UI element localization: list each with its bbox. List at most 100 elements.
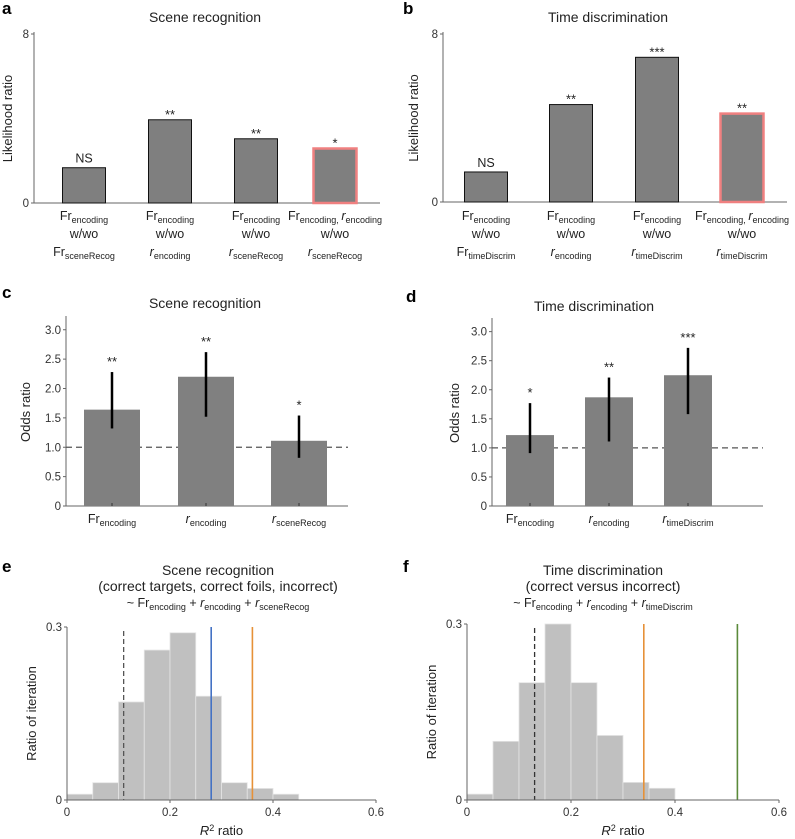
- x-tick-label: rtimeDiscrim: [716, 245, 767, 261]
- y-axis-label: Likelihood ratio: [0, 75, 15, 162]
- chart-title: Scene recognition: [149, 9, 261, 25]
- x-tick-label: rencoding: [150, 245, 191, 261]
- x-tick-label: Frencoding: [146, 209, 194, 225]
- histogram-bin: [272, 793, 300, 801]
- bar: [464, 171, 508, 203]
- x-tick-label: Frencoding: [462, 209, 510, 225]
- histogram-bin: [518, 682, 546, 801]
- x-tick-label: Frencoding, rencoding: [695, 209, 789, 225]
- x-tick-label: Frencoding: [547, 209, 595, 225]
- y-tick-label: 2.5: [45, 354, 61, 366]
- x-tick-label: 0.4: [667, 807, 684, 819]
- significance-label: **: [604, 360, 614, 375]
- y-axis-label: Likelihood ratio: [406, 74, 421, 161]
- panel-c: c Scene recognition 0 0.5 1.0 1.5 2.0 2.5 3.0 Odd…: [2, 283, 348, 528]
- x-tick-label: rtimeDiscrim: [662, 512, 713, 528]
- bar: [719, 112, 765, 204]
- significance-label: *: [527, 385, 532, 400]
- x-tick-label: Frencoding: [232, 209, 280, 225]
- x-tick-label: Frencoding: [633, 209, 681, 225]
- chart-title: Scene recognition: [149, 295, 261, 311]
- histogram-bin: [195, 695, 222, 801]
- chart-title: Scene recognition: [162, 562, 274, 578]
- bar: [635, 56, 679, 203]
- x-tick-label: rsceneRecog: [308, 245, 362, 261]
- y-tick-label: 0.5: [45, 472, 61, 484]
- significance-label: **: [107, 354, 117, 369]
- x-tick-label: 0.6: [771, 807, 787, 819]
- x-tick-label: Frencoding: [506, 512, 554, 528]
- x-tick-label: rsceneRecog: [229, 245, 283, 261]
- panel-label: f: [403, 557, 409, 576]
- histogram-bin: [544, 623, 572, 801]
- y-tick-label: 2.0: [45, 384, 61, 396]
- bar: [549, 104, 593, 203]
- x-tick-label: w/wo: [320, 227, 350, 241]
- panel-label: c: [2, 283, 11, 302]
- y-axis-label: Odds ratio: [18, 382, 33, 442]
- x-tick-label: rencoding: [186, 512, 227, 528]
- significance-label: **: [566, 92, 576, 107]
- histogram-bin: [466, 793, 494, 801]
- chart-subtitle: (correct targets, correct foils, incorre…: [98, 578, 338, 594]
- x-tick-label: FrsceneRecog: [53, 245, 115, 261]
- panel-label: d: [406, 287, 416, 306]
- y-tick-label: 1.5: [45, 413, 61, 425]
- chart-subtitle: (correct versus incorrect): [526, 578, 681, 594]
- x-tick-label: rencoding: [551, 245, 592, 261]
- x-tick-label: FrtimeDiscrim: [457, 245, 516, 261]
- significance-label: **: [737, 101, 747, 116]
- bar: [62, 167, 106, 204]
- y-tick-label: 1.0: [45, 442, 61, 454]
- y-tick-label: 3.0: [45, 325, 61, 337]
- y-axis-label: Ratio of iteration: [424, 665, 439, 760]
- y-axis-label: Odds ratio: [447, 383, 462, 443]
- chart-title: Time discrimination: [548, 9, 668, 25]
- x-tick-label: 0.2: [162, 807, 178, 819]
- significance-label: *: [332, 135, 337, 150]
- significance-label: NS: [75, 152, 92, 166]
- histogram-bin: [648, 787, 676, 801]
- histogram-bin: [221, 782, 248, 801]
- panel-e: e Scene recognition(correct targets, corr…: [2, 557, 384, 838]
- x-axis-label: R2 ratio: [601, 823, 644, 838]
- x-tick-label: Frencoding: [60, 209, 108, 225]
- significance-label: ***: [649, 44, 664, 59]
- histogram-bin: [570, 682, 598, 801]
- x-tick-label: w/wo: [241, 227, 271, 241]
- x-tick-label: rsceneRecog: [272, 512, 326, 528]
- y-tick-label: 3.0: [471, 327, 487, 339]
- x-tick-label: 0: [464, 807, 470, 819]
- histogram-bin: [92, 782, 119, 801]
- y-tick-label: 0: [55, 501, 61, 513]
- y-tick-label: 0: [23, 198, 29, 210]
- panel-a: a Scene recognition 0 8 Likelihood ratio NS Fr…: [0, 0, 382, 261]
- x-tick-label: rtimeDiscrim: [631, 245, 682, 261]
- y-tick-label: 2.0: [471, 385, 487, 397]
- x-tick-label: Frencoding, rencoding: [288, 209, 382, 225]
- histogram-bin: [622, 782, 650, 801]
- x-tick-label: w/wo: [69, 227, 99, 241]
- x-tick-label: 0.4: [265, 807, 282, 819]
- significance-label: **: [201, 334, 211, 349]
- histogram-bin: [169, 632, 197, 801]
- y-tick-label: 0.3: [46, 622, 62, 634]
- significance-label: **: [251, 126, 261, 141]
- panel-b: b Time discrimination 0 8 Likelihood ratio NS…: [403, 0, 789, 261]
- y-tick-label: 8: [23, 29, 29, 41]
- x-tick-label: rencoding: [589, 512, 630, 528]
- x-tick-label: w/wo: [642, 227, 672, 241]
- x-axis-label: R2 ratio: [200, 823, 243, 838]
- chart-title: Time discrimination: [534, 298, 654, 314]
- y-tick-label: 0.3: [446, 619, 462, 631]
- x-tick-label: Frencoding: [88, 512, 136, 528]
- model-formula: ~ Frencoding + rencoding + rtimeDiscrim: [513, 596, 693, 612]
- y-axis-label: Ratio of iteration: [24, 666, 39, 761]
- significance-label: NS: [477, 156, 494, 170]
- y-tick-label: 1.0: [471, 443, 487, 455]
- y-tick-label: 0.5: [471, 472, 487, 484]
- chart-title: Time discrimination: [543, 562, 663, 578]
- bar: [234, 138, 278, 204]
- bar: [148, 119, 192, 204]
